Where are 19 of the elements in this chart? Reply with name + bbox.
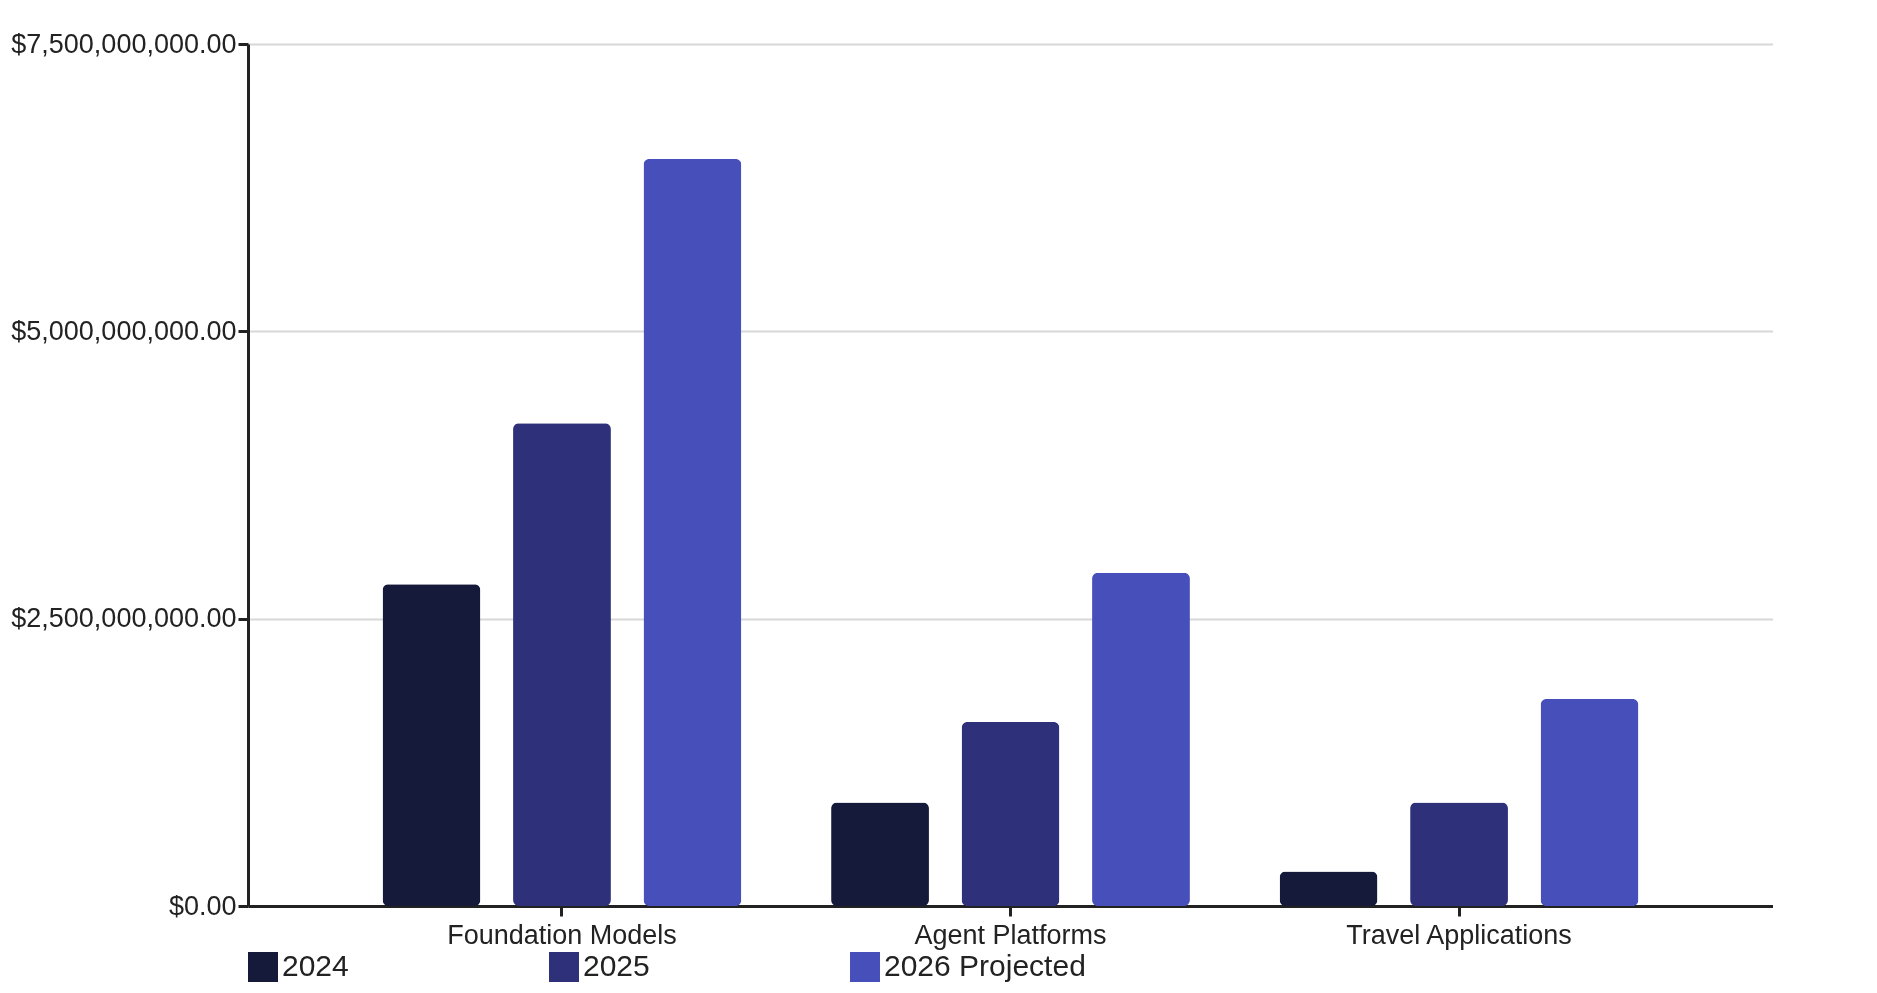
bar	[831, 802, 929, 906]
legend-label: 2025	[583, 949, 650, 982]
bar	[1092, 572, 1190, 906]
bar	[1540, 699, 1639, 906]
y-tick-label: $0.00	[168, 890, 237, 921]
bar	[1279, 871, 1378, 906]
x-tick-label: Agent Platforms	[914, 919, 1107, 950]
bar	[643, 158, 742, 906]
bar	[961, 722, 1060, 906]
x-tick-label: Travel Applications	[1346, 919, 1572, 950]
bar	[382, 584, 481, 906]
bar	[513, 423, 611, 906]
legend-label: 2024	[282, 949, 349, 982]
y-tick-label: $5,000,000,000.00	[11, 315, 237, 346]
x-tick-label: Foundation Models	[447, 919, 677, 950]
legend-label: 2026 Projected	[884, 949, 1086, 982]
bar	[1410, 802, 1508, 906]
y-tick-label: $2,500,000,000.00	[11, 603, 237, 634]
y-tick-label: $7,500,000,000.00	[11, 28, 237, 59]
